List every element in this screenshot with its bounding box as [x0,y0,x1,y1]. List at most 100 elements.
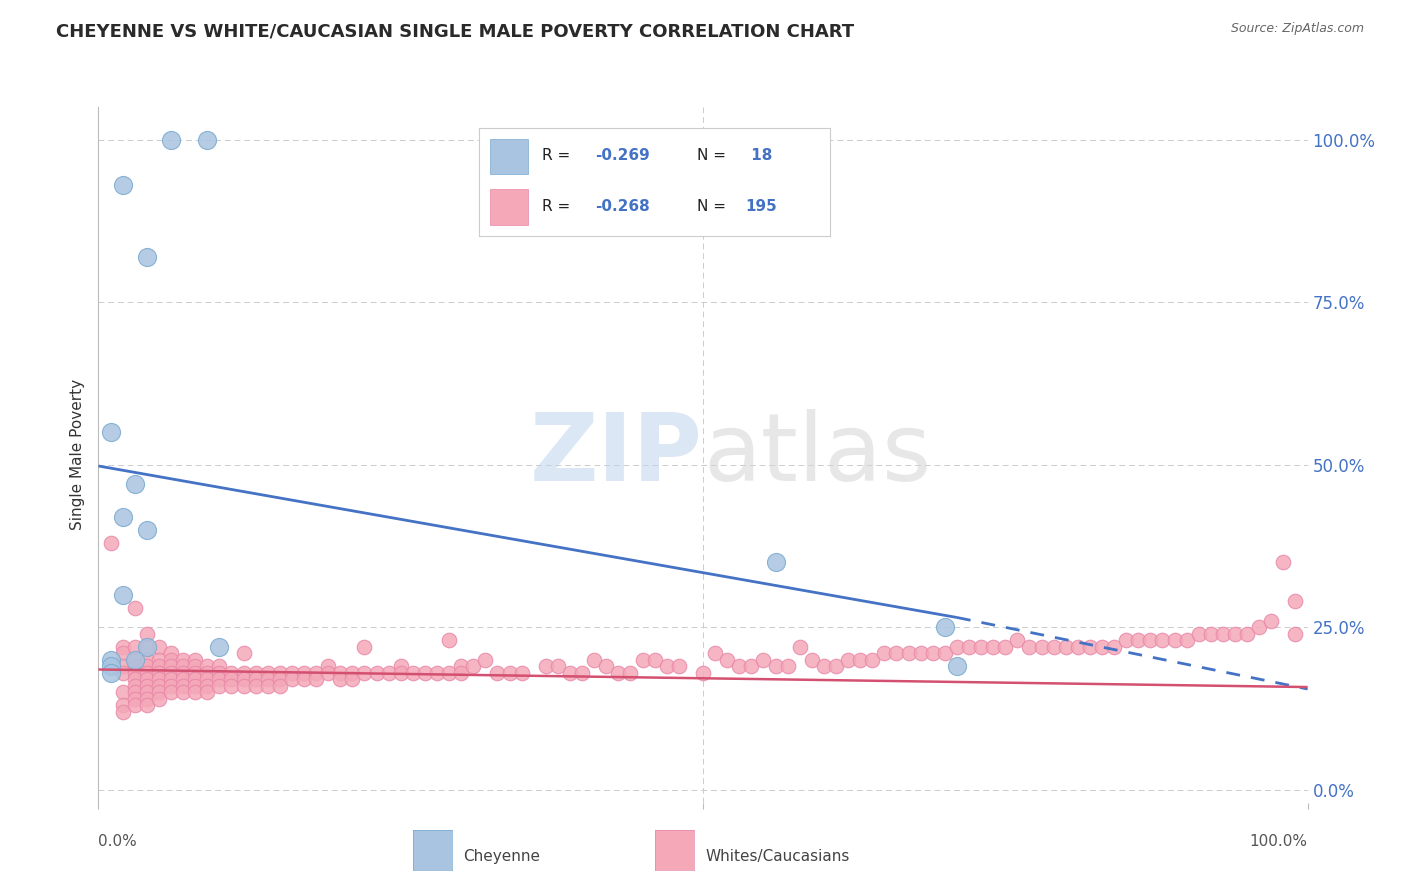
Point [426,665,449,680]
Point [232,646,254,660]
Point [981,640,1004,654]
Text: N =: N = [697,148,731,163]
Point [208,659,231,673]
Point [256,679,278,693]
Point [946,659,969,673]
Point [1199,626,1222,640]
Point [232,665,254,680]
Point [329,665,352,680]
Point [184,659,207,673]
Point [100,425,122,439]
Point [571,665,593,680]
Point [148,640,170,654]
Point [195,679,218,693]
Point [124,679,146,693]
Point [124,477,146,491]
Point [353,665,375,680]
Point [752,653,775,667]
Point [619,665,641,680]
Point [148,679,170,693]
Point [740,659,762,673]
Point [1163,633,1185,648]
Text: Cheyenne: Cheyenne [464,849,540,863]
Point [135,665,157,680]
Point [825,659,848,673]
Point [160,653,183,667]
Point [160,132,183,146]
Point [704,646,727,660]
Point [413,665,436,680]
Point [789,640,811,654]
Point [1139,633,1161,648]
Text: 18: 18 [745,148,772,163]
Point [256,665,278,680]
Point [172,679,194,693]
Point [184,653,207,667]
Point [595,659,617,673]
Point [160,665,183,680]
Point [135,523,157,537]
Point [245,665,267,680]
Point [281,665,304,680]
Text: R =: R = [543,199,575,214]
Point [208,665,231,680]
Point [1054,640,1077,654]
Text: CHEYENNE VS WHITE/CAUCASIAN SINGLE MALE POVERTY CORRELATION CHART: CHEYENNE VS WHITE/CAUCASIAN SINGLE MALE … [56,22,855,40]
Point [160,646,183,660]
Point [873,646,896,660]
Point [728,659,751,673]
Y-axis label: Single Male Poverty: Single Male Poverty [70,379,86,531]
Point [716,653,738,667]
Point [245,672,267,686]
Point [897,646,920,660]
Point [148,685,170,699]
Point [1102,640,1125,654]
Point [558,665,581,680]
Point [329,672,352,686]
Point [148,665,170,680]
Point [437,665,460,680]
Point [281,672,304,686]
Point [172,665,194,680]
Point [668,659,690,673]
Point [195,672,218,686]
Text: Source: ZipAtlas.com: Source: ZipAtlas.com [1230,22,1364,36]
Point [692,665,714,680]
Point [1249,620,1271,634]
Point [800,653,823,667]
Point [111,509,134,524]
Point [316,665,339,680]
Point [366,665,388,680]
Point [837,653,859,667]
Point [111,588,134,602]
Point [1128,633,1150,648]
Point [111,659,134,673]
Point [135,640,157,654]
Point [655,659,678,673]
Point [583,653,606,667]
Point [316,659,339,673]
Point [124,698,146,713]
Point [292,672,315,686]
Text: atlas: atlas [703,409,931,501]
Point [631,653,654,667]
Point [547,659,569,673]
Text: 195: 195 [745,199,778,214]
Point [100,659,122,673]
Point [148,691,170,706]
Point [111,178,134,192]
Point [1284,626,1306,640]
Point [195,132,218,146]
Point [124,685,146,699]
Point [1212,626,1234,640]
Point [256,672,278,686]
Text: R =: R = [543,148,575,163]
Point [135,691,157,706]
Point [389,659,412,673]
Point [124,665,146,680]
Point [135,653,157,667]
Point [135,679,157,693]
Point [135,672,157,686]
Point [208,640,231,654]
Text: 100.0%: 100.0% [1250,834,1308,849]
